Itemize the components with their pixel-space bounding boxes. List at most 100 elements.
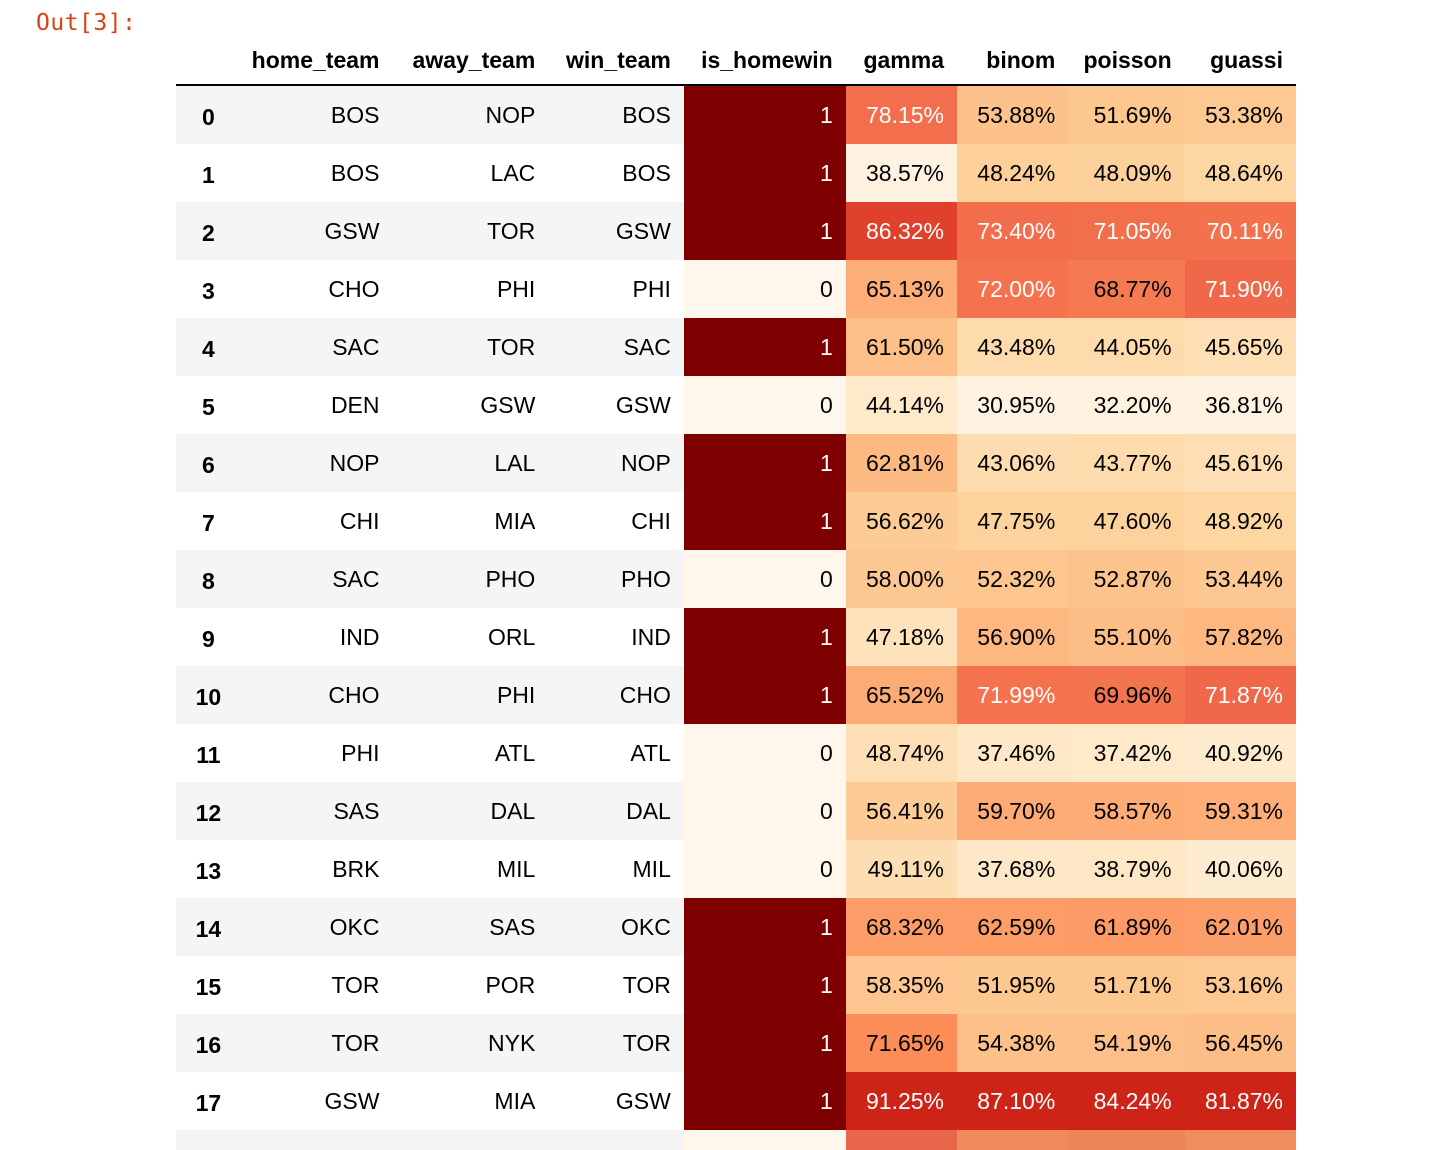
cell-gamma — [845, 1130, 958, 1150]
cell-win-team: MIL — [548, 840, 684, 898]
cell-gamma: 62.81% — [845, 434, 958, 492]
cell-away-team: MIA — [392, 492, 549, 550]
cell-home-team: CHO — [240, 666, 393, 724]
cell-home-team: OKC — [240, 898, 393, 956]
cell-binom: 73.40% — [957, 202, 1069, 260]
row-index: 12 — [176, 782, 241, 840]
cell-win-team: TOR — [548, 1014, 684, 1072]
cell-poisson: 69.96% — [1068, 666, 1185, 724]
cell-is-homewin: 1 — [683, 956, 846, 1014]
styled-dataframe: home_team away_team win_team is_homewin … — [176, 36, 1296, 1150]
cell-gamma: 65.52% — [845, 666, 958, 724]
cell-poisson: 71.05% — [1068, 202, 1185, 260]
cell-away-team: ORL — [392, 608, 549, 666]
cell-is-homewin: 1 — [683, 898, 846, 956]
cell-is-homewin: 0 — [683, 724, 846, 782]
table-row: 3 CHO PHI PHI 0 65.13% 72.00% 68.77% 71.90% — [176, 260, 1296, 318]
cell-is-homewin: 0 — [683, 782, 846, 840]
cell-poisson: 84.24% — [1068, 1072, 1185, 1130]
cell-guassi: 71.87% — [1184, 666, 1296, 724]
cell-gamma: 48.74% — [845, 724, 958, 782]
table-row: 14 OKC SAS OKC 1 68.32% 62.59% 61.89% 62.01% — [176, 898, 1296, 956]
cell-gamma: 56.62% — [845, 492, 958, 550]
cell-guassi: 45.61% — [1184, 434, 1296, 492]
cell-binom — [957, 1130, 1069, 1150]
cell-binom: 51.95% — [957, 956, 1069, 1014]
table-body: 0 BOS NOP BOS 1 78.15% 53.88% 51.69% 53.38% 1 BOS L… — [176, 85, 1296, 1150]
cell-away-team: POR — [392, 956, 549, 1014]
cell-binom: 53.88% — [957, 85, 1069, 144]
cell-guassi: 81.87% — [1184, 1072, 1296, 1130]
cell-poisson: 43.77% — [1068, 434, 1185, 492]
cell-home-team: NOP — [240, 434, 393, 492]
cell-win-team — [548, 1130, 684, 1150]
cell-gamma: 56.41% — [845, 782, 958, 840]
cell-away-team: MIA — [392, 1072, 549, 1130]
cell-gamma: 78.15% — [845, 85, 958, 144]
cell-gamma: 91.25% — [845, 1072, 958, 1130]
cell-win-team: CHO — [548, 666, 684, 724]
cell-home-team: CHO — [240, 260, 393, 318]
header-row: home_team away_team win_team is_homewin … — [176, 36, 1296, 86]
column-header-win-team: win_team — [548, 36, 684, 86]
cell-away-team: LAC — [392, 144, 549, 202]
cell-is-homewin: 0 — [683, 840, 846, 898]
cell-is-homewin: 0 — [683, 376, 846, 434]
row-index: 6 — [176, 434, 241, 492]
cell-is-homewin: 1 — [683, 85, 846, 144]
cell-is-homewin: 0 — [683, 550, 846, 608]
cell-home-team — [240, 1130, 393, 1150]
table-header: home_team away_team win_team is_homewin … — [176, 36, 1296, 86]
cell-binom: 54.38% — [957, 1014, 1069, 1072]
table-row: 5 DEN GSW GSW 0 44.14% 30.95% 32.20% 36.81% — [176, 376, 1296, 434]
cell-home-team: DEN — [240, 376, 393, 434]
cell-away-team: PHI — [392, 666, 549, 724]
cell-binom: 30.95% — [957, 376, 1069, 434]
cell-guassi: 70.11% — [1184, 202, 1296, 260]
column-header-binom: binom — [957, 36, 1069, 86]
cell-guassi: 57.82% — [1184, 608, 1296, 666]
row-index: 4 — [176, 318, 241, 376]
table-row: 15 TOR POR TOR 1 58.35% 51.95% 51.71% 53.16% — [176, 956, 1296, 1014]
cell-home-team: GSW — [240, 202, 393, 260]
table-row: 16 TOR NYK TOR 1 71.65% 54.38% 54.19% 56.45% — [176, 1014, 1296, 1072]
cell-home-team: TOR — [240, 956, 393, 1014]
cell-gamma: 58.35% — [845, 956, 958, 1014]
cell-binom: 72.00% — [957, 260, 1069, 318]
cell-binom: 43.48% — [957, 318, 1069, 376]
column-header-home-team: home_team — [240, 36, 393, 86]
cell-poisson — [1068, 1130, 1185, 1150]
cell-home-team: BOS — [240, 144, 393, 202]
cell-guassi: 48.64% — [1184, 144, 1296, 202]
cell-binom: 48.24% — [957, 144, 1069, 202]
cell-binom: 43.06% — [957, 434, 1069, 492]
cell-binom: 62.59% — [957, 898, 1069, 956]
cell-away-team: DAL — [392, 782, 549, 840]
cell-away-team: PHI — [392, 260, 549, 318]
cell-guassi: 48.92% — [1184, 492, 1296, 550]
row-index: 14 — [176, 898, 241, 956]
cell-home-team: PHI — [240, 724, 393, 782]
cell-guassi: 53.38% — [1184, 85, 1296, 144]
cell-away-team: TOR — [392, 318, 549, 376]
cell-win-team: GSW — [548, 376, 684, 434]
cell-guassi: 71.90% — [1184, 260, 1296, 318]
cell-is-homewin: 1 — [683, 492, 846, 550]
cell-win-team: TOR — [548, 956, 684, 1014]
cell-poisson: 48.09% — [1068, 144, 1185, 202]
cell-poisson: 68.77% — [1068, 260, 1185, 318]
cell-win-team: PHI — [548, 260, 684, 318]
cell-win-team: DAL — [548, 782, 684, 840]
cell-gamma: 44.14% — [845, 376, 958, 434]
cell-win-team: IND — [548, 608, 684, 666]
cell-guassi: 36.81% — [1184, 376, 1296, 434]
cell-win-team: SAC — [548, 318, 684, 376]
cell-binom: 37.68% — [957, 840, 1069, 898]
cell-win-team: BOS — [548, 85, 684, 144]
cell-win-team: BOS — [548, 144, 684, 202]
cell-guassi: 53.44% — [1184, 550, 1296, 608]
cell-poisson: 37.42% — [1068, 724, 1185, 782]
cell-poisson: 58.57% — [1068, 782, 1185, 840]
cell-away-team: GSW — [392, 376, 549, 434]
row-index: 3 — [176, 260, 241, 318]
